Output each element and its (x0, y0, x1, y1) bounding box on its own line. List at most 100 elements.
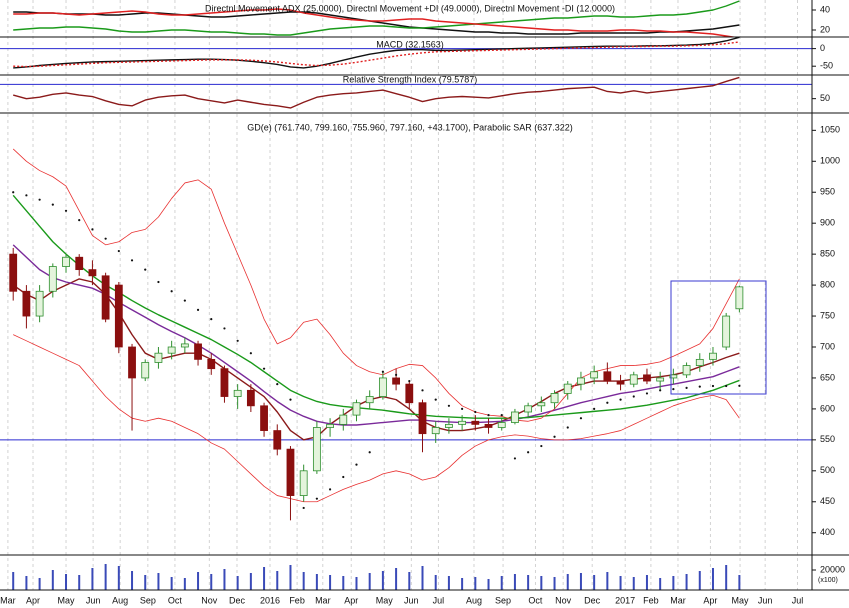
volume-bar (395, 568, 398, 590)
x-tick-label: Mar (315, 595, 331, 605)
sar-dot (527, 451, 530, 454)
candle-body (114, 284, 123, 348)
y-tick-label: 50 (820, 93, 830, 103)
indicator-line (13, 0, 740, 36)
x-tick-label: Feb (643, 595, 659, 605)
volume-bar (711, 568, 714, 590)
indicator-line (12, 148, 740, 422)
volume-bar (91, 568, 94, 590)
candle-body (101, 275, 110, 320)
candle-body (497, 422, 506, 428)
candle-body (656, 377, 665, 382)
x-tick-label: Jun (86, 595, 101, 605)
y-tick-label: 800 (820, 279, 835, 289)
sar-dot (513, 457, 517, 460)
y-tick-label: 500 (820, 465, 835, 475)
candle-body (128, 346, 136, 379)
sar-dot (672, 387, 675, 391)
x-tick-label: Aug (466, 595, 482, 605)
candle-body (629, 374, 638, 385)
sar-dot (461, 407, 464, 411)
candle-body (75, 256, 84, 271)
candle-body (326, 423, 334, 428)
x-tick-label: Mar (670, 595, 686, 605)
volume-bar (170, 577, 173, 590)
sar-dot (593, 407, 596, 411)
x-tick-label: Dec (584, 595, 601, 605)
volume-bar (461, 578, 464, 590)
candle-body (260, 405, 268, 431)
candle-body (471, 420, 480, 425)
sar-dot (447, 404, 451, 407)
sar-dot (249, 352, 252, 355)
y-tick-label: 1000 (820, 156, 840, 166)
sar-dot (328, 488, 332, 491)
x-tick-label: May (58, 595, 76, 605)
sar-dot (619, 398, 622, 401)
y-tick-label: 0 (820, 43, 825, 53)
panel-title: Directnl Movement ADX (25.0000), Directn… (205, 3, 615, 13)
volume-bar (474, 577, 477, 590)
volume-bar (368, 573, 371, 590)
sar-dot (711, 384, 715, 388)
x-tick-label: May (376, 595, 394, 605)
volume-bar (263, 567, 266, 590)
indicator-line (13, 8, 738, 37)
y-tick-label: 900 (820, 218, 835, 228)
sar-dot (236, 339, 239, 342)
candle-body (35, 290, 44, 317)
x-tick-label: Jun (404, 595, 419, 605)
sar-dot (51, 203, 54, 206)
x-tick-label: Jun (758, 595, 773, 605)
volume-bar (553, 577, 556, 590)
volume-bar (672, 576, 675, 590)
candle-body (194, 343, 202, 360)
candle-body (233, 389, 242, 397)
x-tick-label: Mar (0, 595, 16, 605)
y-tick-label: 20 (820, 24, 830, 34)
sar-dot (210, 318, 213, 321)
candle-body (458, 420, 467, 425)
volume-bar (51, 570, 54, 590)
sar-dot (685, 386, 688, 389)
panel (0, 37, 812, 69)
annotation-box (670, 280, 767, 395)
y-tick-label: 20000 (820, 564, 845, 574)
volume-bar (131, 571, 134, 590)
sar-dot (566, 426, 569, 429)
labels: Mar Apr May Jun Aug Sep Oct Nov Dec 2016 Feb Mar Apr… (0, 3, 845, 605)
candle-body (246, 389, 255, 407)
volume-bar (157, 573, 160, 590)
x-tick-label: Oct (528, 595, 543, 605)
candle-body (154, 352, 163, 363)
x-tick-label: Apr (344, 595, 358, 605)
volume-bar (540, 576, 543, 590)
sar-dot (540, 444, 543, 448)
sar-dot (368, 451, 371, 454)
volume-bar (342, 576, 345, 590)
candle-body (484, 423, 493, 428)
sar-dot (725, 384, 728, 388)
volume-bar (738, 575, 741, 590)
candle-body (563, 383, 572, 394)
sar-dot (632, 395, 635, 398)
candle-body (48, 266, 57, 292)
panel (12, 564, 741, 590)
volume-bar (197, 572, 200, 590)
candle-body (669, 374, 678, 379)
x-tick-label: Jul (433, 595, 445, 605)
candle-body (722, 315, 731, 348)
sar-dot (698, 385, 701, 388)
candle-body (312, 427, 321, 472)
candle-body (22, 290, 31, 317)
sar-dot (342, 475, 345, 479)
indicator-line (12, 194, 740, 419)
candle-body (418, 402, 427, 435)
volume-bar (289, 565, 292, 590)
volume-bar (421, 566, 424, 590)
volume-bar (619, 576, 622, 590)
volume-bar (447, 576, 450, 590)
x-tick-label: Nov (201, 595, 218, 605)
sar-dot (130, 259, 134, 262)
